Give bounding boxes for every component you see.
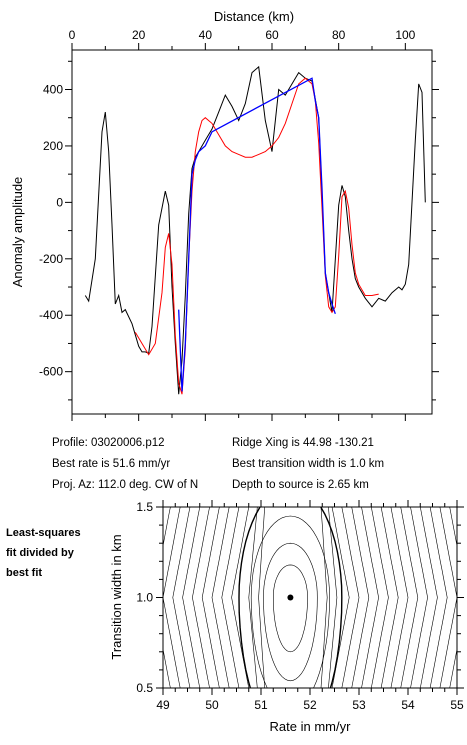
side-note-line-2: fit divided by [6,547,74,559]
contour-line-left [192,507,210,688]
contour-line-right [331,507,350,688]
anomaly-profile-chart: 0 20 40 60 80 100 -600 -400 -200 0 200 400 Distance… [10,9,439,421]
best-rate-label: Best rate is 51.6 mm/yr [52,458,171,470]
top-xtick-label: 0 [69,28,76,42]
bottom-ylabel: Transition width in km [109,534,124,659]
contour-line-right [361,507,379,688]
bottom-xtick-label: 52 [303,698,317,712]
best-transition-label: Best transition width is 1.0 km [232,458,385,470]
contour-line-inner [320,507,328,688]
bottom-xtick-label: 53 [352,698,366,712]
contour-line-right [449,507,457,688]
contour-loop [263,542,318,682]
contour-line-right [341,507,360,688]
contour-line-left [172,507,191,688]
top-ticks: 0 20 40 60 80 100 -600 -400 -200 0 200 400 [39,28,439,421]
bottom-xtick-label: 51 [254,698,268,712]
bottom-plot-frame [162,506,458,689]
top-xtick-label: 40 [199,28,213,42]
proj-az-label: Proj. Az: 112.0 deg. CW of N [52,479,199,491]
ridge-xing-label: Ridge Xing is 44.98 -130.21 [232,437,374,449]
top-ytick-label: 200 [43,139,63,153]
contour-loop [272,564,308,653]
contour-line-right [400,507,419,688]
contour-line-right [370,507,389,688]
bottom-xtick-label: 54 [401,698,415,712]
top-ytick-label: -600 [39,365,63,379]
contour-loop [238,507,343,688]
contour-line-left [163,507,171,688]
bottom-xtick-label: 50 [205,698,219,712]
top-xtick-label: 100 [395,28,415,42]
contour-line-right [429,507,448,688]
contour-line-left [182,507,201,688]
contour-lines [163,507,457,688]
contour-line-left [211,507,230,688]
top-series [84,65,426,395]
top-ytick-label: 0 [56,195,63,209]
contour-line-right [351,507,370,688]
top-ylabel: Anomaly amplitude [10,177,25,288]
contour-line-left [163,507,181,688]
top-xtick-label: 60 [265,28,279,42]
contour-line-right [419,507,438,688]
contour-line-right [390,507,409,688]
contour-line-inner [248,507,258,688]
contour-line-left [221,507,240,688]
side-note-line-1: Least-squares [6,527,81,539]
side-note-line-3: best fit [6,567,43,579]
contour-line-right [439,507,457,688]
top-ytick-label: 400 [43,83,63,97]
bottom-xlabel: Rate in mm/yr [270,719,352,734]
top-ytick-label: -400 [39,308,63,322]
bottom-xtick-label: 49 [156,698,170,712]
contour-line-right [380,507,399,688]
contour-line-inner [328,507,338,688]
bottom-ytick-label: 1.0 [136,591,153,605]
bottom-ticks: 49 50 51 52 53 54 55 0.5 1.0 1.5 [136,500,464,712]
top-xlabel: Distance (km) [214,9,294,24]
bottom-xtick-label: 55 [450,698,464,712]
contour-line-left [231,507,250,688]
top-ytick-label: -200 [39,252,63,266]
depth-label: Depth to source is 2.65 km [232,479,369,491]
bottom-ytick-label: 0.5 [136,681,153,695]
profile-series-1 [134,77,379,395]
contour-line-inner [258,507,266,688]
profile-series-0 [84,65,426,395]
top-xtick-label: 80 [332,28,346,42]
misfit-contour-chart: 49 50 51 52 53 54 55 0.5 1.0 1.5 Rate in mm/yr Tr… [109,500,464,734]
contour-line-left [201,507,220,688]
top-xtick-label: 20 [132,28,146,42]
contour-line-right [410,507,428,688]
top-plot-frame [71,49,433,415]
bottom-ytick-label: 1.5 [136,500,153,514]
contour-loop [250,515,330,688]
profile-series-2 [178,77,336,392]
profile-label: Profile: 03020006.p12 [52,437,165,449]
best-fit-marker [287,594,294,601]
